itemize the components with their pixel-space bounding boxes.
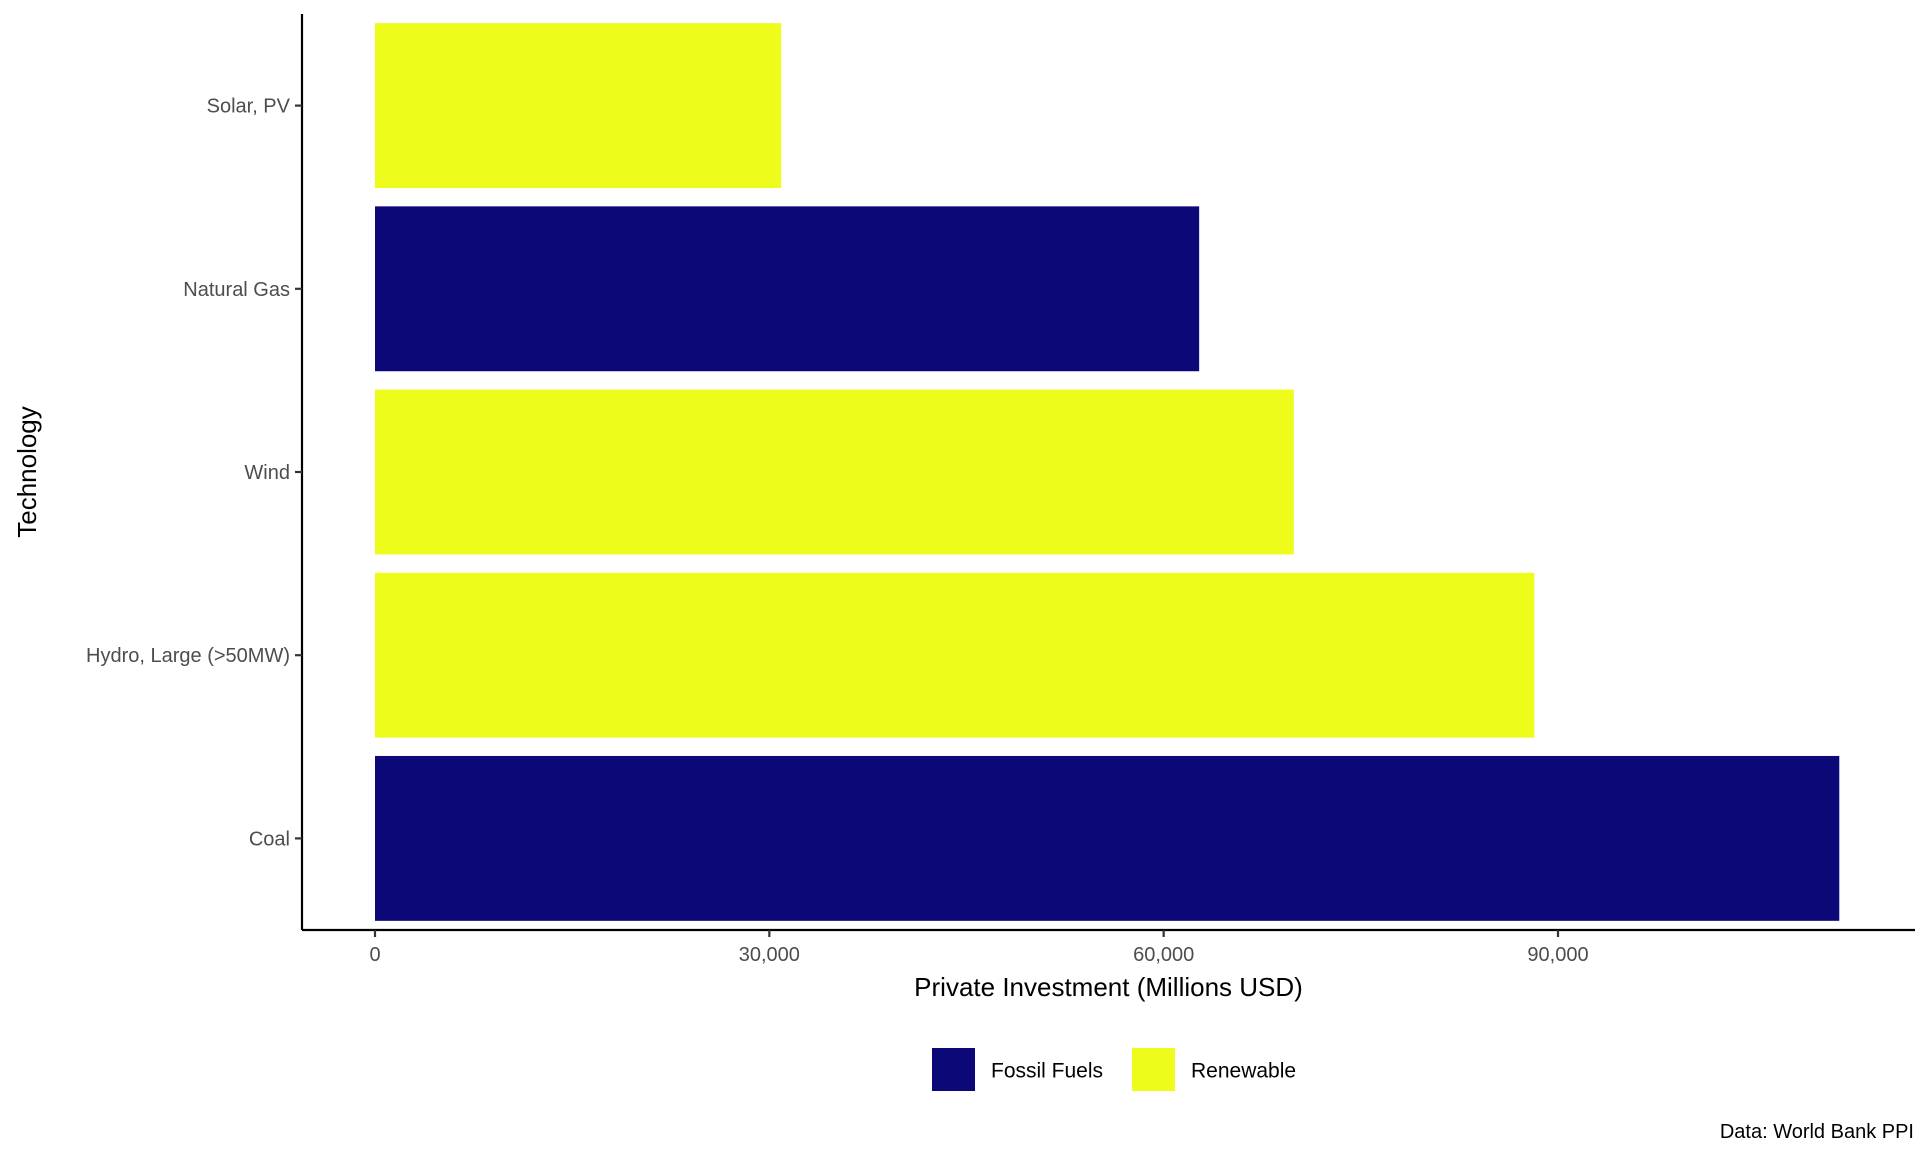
y-tick-label: Wind: [244, 462, 290, 484]
bar-wind: [375, 390, 1294, 555]
legend-label-fossil-fuels: Fossil Fuels: [991, 1060, 1103, 1083]
x-tick-label: 30,000: [739, 944, 800, 966]
x-axis: 0 30,000 60,000 90,000: [302, 930, 1915, 966]
chart-caption: Data: World Bank PPI: [1720, 1121, 1914, 1143]
y-tick-label: Coal: [249, 828, 290, 850]
legend-label-renewable: Renewable: [1191, 1060, 1296, 1083]
x-tick-label: 90,000: [1527, 944, 1588, 966]
legend: Fossil Fuels Renewable: [932, 1048, 1296, 1091]
y-tick-label: Hydro, Large (>50MW): [86, 645, 290, 667]
legend-swatch-fossil-fuels: [932, 1048, 975, 1091]
bar-natural-gas: [375, 206, 1199, 371]
x-tick-label: 60,000: [1133, 944, 1194, 966]
x-tick-label: 0: [369, 944, 380, 966]
bar-hydro-large-50mw: [375, 573, 1534, 738]
x-ticks: 0 30,000 60,000 90,000: [369, 930, 1588, 966]
y-tick-label: Natural Gas: [183, 279, 290, 301]
bar-solar-pv: [375, 23, 781, 188]
y-tick-label: Solar, PV: [207, 96, 291, 118]
y-axis-title: Technology: [12, 406, 42, 538]
bar-coal: [375, 756, 1839, 921]
y-ticks: Solar, PV Natural Gas Wind Hydro, Large (>5…: [86, 96, 302, 851]
legend-swatch-renewable: [1132, 1048, 1175, 1091]
bars-group: [375, 23, 1839, 921]
x-axis-title: Private Investment (Millions USD): [914, 972, 1303, 1002]
y-axis: Solar, PV Natural Gas Wind Hydro, Large (>5…: [86, 14, 302, 930]
